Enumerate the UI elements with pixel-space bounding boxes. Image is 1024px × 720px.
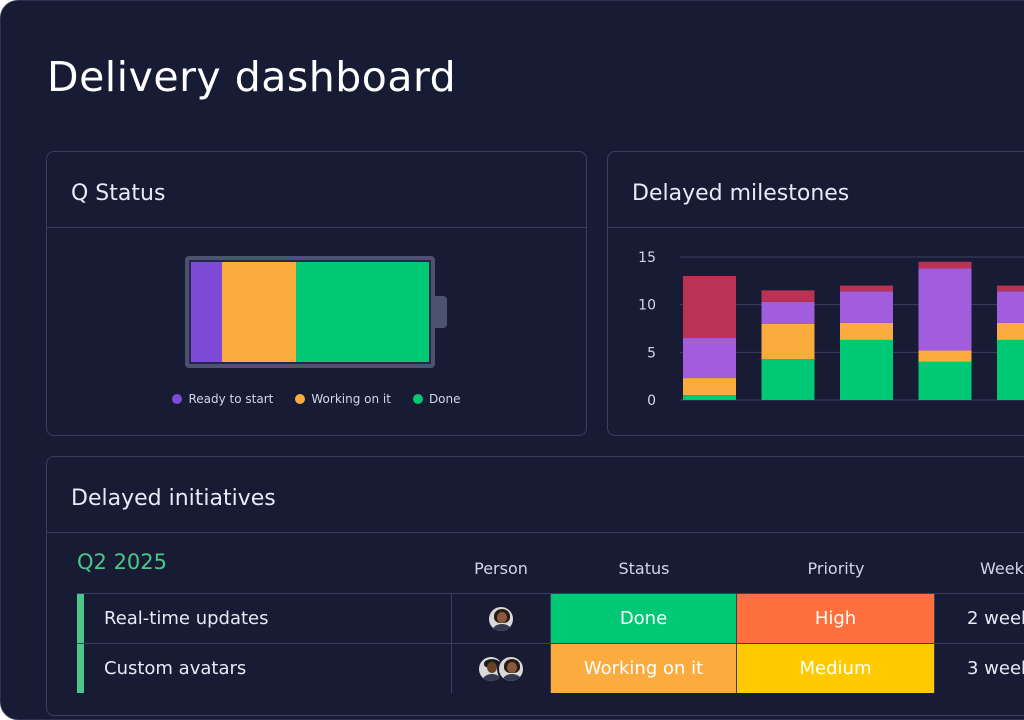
- battery-chart: [185, 256, 435, 368]
- bar-segment[interactable]: [761, 323, 815, 360]
- status-cell[interactable]: Done: [551, 594, 737, 643]
- group-title[interactable]: Q2 2025: [77, 550, 168, 574]
- bar-segment[interactable]: [683, 395, 736, 400]
- y-tick-label: 5: [647, 345, 656, 361]
- legend-dot: [412, 394, 423, 404]
- bar-segment[interactable]: [918, 268, 972, 351]
- bar-segment[interactable]: [918, 261, 972, 269]
- legend-dot: [295, 394, 306, 404]
- bar-segment[interactable]: [761, 359, 815, 400]
- group-color-bar: [77, 644, 84, 693]
- woman-avatar: [487, 604, 515, 633]
- bar-segment[interactable]: [997, 285, 1024, 292]
- bar-segment[interactable]: [761, 290, 815, 302]
- bar-segment[interactable]: [840, 339, 893, 400]
- bar-segment[interactable]: [761, 301, 815, 324]
- item-name[interactable]: Custom avatars: [104, 658, 247, 679]
- battery-segment[interactable]: [295, 262, 429, 362]
- legend-item: Ready to start: [172, 392, 273, 406]
- legend-dot: [172, 394, 183, 404]
- priority-cell[interactable]: High: [737, 594, 935, 643]
- bar-segment[interactable]: [840, 322, 893, 340]
- bar-segment[interactable]: [997, 322, 1024, 340]
- widget-title: Q Status: [71, 181, 166, 206]
- legend-label: Done: [428, 392, 461, 406]
- q-status-legend: Ready to start Working on it Done: [47, 392, 586, 406]
- legend-item: Working on it: [295, 392, 391, 406]
- widget-title: Delayed initiatives: [71, 486, 276, 511]
- bar-segment[interactable]: [840, 285, 893, 292]
- weeks-cell[interactable]: 3 weeks: [967, 658, 1024, 679]
- item-name[interactable]: Real-time updates: [104, 608, 269, 629]
- person-cell[interactable]: [451, 644, 551, 693]
- column-header-status[interactable]: Status: [618, 559, 670, 578]
- q-status-widget: Q Status Ready to start Working on it Done: [46, 151, 587, 436]
- bar-segment[interactable]: [683, 338, 736, 379]
- column-header-person[interactable]: Person: [474, 559, 528, 578]
- widget-header: Q Status: [47, 152, 586, 228]
- bar-segment[interactable]: [683, 378, 736, 396]
- bar-segment[interactable]: [918, 350, 972, 362]
- battery-tip: [435, 296, 447, 328]
- bar-segment[interactable]: [997, 339, 1024, 400]
- page-title: Delivery dashboard: [47, 53, 457, 101]
- legend-label: Ready to start: [188, 392, 274, 406]
- delayed-initiatives-widget: Delayed initiatives Q2 2025 Person Statu…: [46, 456, 1024, 716]
- bar-segment[interactable]: [683, 276, 736, 339]
- weeks-cell[interactable]: 2 weeks: [967, 608, 1024, 629]
- widget-header: Delayed milestones: [608, 152, 1024, 228]
- group-color-bar: [77, 594, 84, 643]
- legend-label: Working on it: [311, 392, 391, 406]
- widget-header: Delayed initiatives: [47, 457, 1024, 533]
- status-cell[interactable]: Working on it: [551, 644, 737, 693]
- delayed-milestones-widget: Delayed milestones 15 10 5 0: [607, 151, 1024, 436]
- column-header-priority[interactable]: Priority: [807, 559, 865, 578]
- widget-title: Delayed milestones: [632, 181, 850, 206]
- y-tick-label: 10: [638, 298, 656, 314]
- bar-segment[interactable]: [918, 361, 972, 400]
- y-tick-label: 0: [647, 393, 656, 409]
- woman-avatar: [497, 654, 525, 683]
- bar-segment[interactable]: [997, 291, 1024, 323]
- priority-cell[interactable]: Medium: [737, 644, 935, 693]
- y-tick-label: 15: [638, 250, 656, 266]
- bar-segment[interactable]: [840, 291, 893, 323]
- battery-segment[interactable]: [221, 262, 296, 362]
- battery-segment[interactable]: [191, 262, 222, 362]
- legend-item: Done: [412, 392, 461, 406]
- milestones-bar-chart: 15 10 5 0: [638, 250, 1024, 409]
- person-cell[interactable]: [451, 594, 551, 643]
- column-header-weeks[interactable]: Weeks: [980, 559, 1024, 578]
